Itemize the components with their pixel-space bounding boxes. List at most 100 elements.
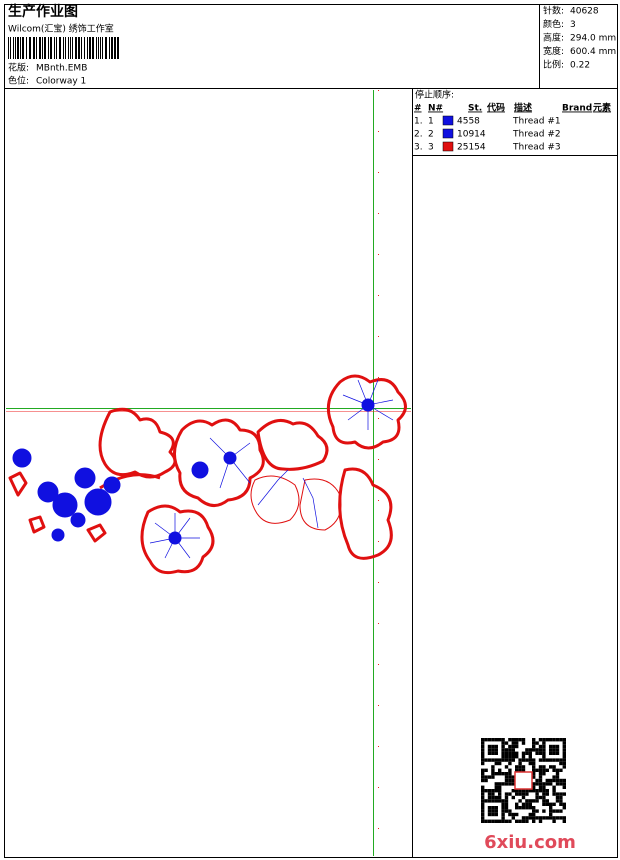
qr-cell [518,758,522,762]
qr-cell [504,799,509,803]
stat-label: 宽度: [543,45,564,57]
stat-value: 294.0 mm [570,34,616,44]
qr-cell [528,755,532,759]
qr-cell [508,758,512,762]
qr-cell [559,799,563,803]
qr-cell [555,751,560,755]
qr-cell [532,812,536,817]
qr-cell [487,812,492,817]
qr-cell [535,748,539,752]
qr-cell [481,799,485,803]
title: 生产作业图 [8,3,78,20]
qr-cell [552,738,556,742]
qr-cell [532,775,536,779]
stat-label: 比例: [543,59,564,71]
qr-cell [535,782,539,786]
qr-cell [545,789,549,793]
qr-cell [511,758,515,762]
qr-cell [542,782,546,786]
qr-cell [487,775,492,779]
qr-cell [555,772,560,776]
qr-cell [498,772,502,776]
qr-cell [501,782,505,786]
bar [68,37,69,59]
qr-cell [508,792,512,796]
qr-cell [552,785,556,789]
qr-cell [484,778,488,783]
qr-cell [481,768,485,772]
qr-cell [559,795,563,800]
bar [50,37,52,59]
qr-cell [494,819,498,823]
qr-cell [491,738,495,742]
qr-cell [504,765,509,769]
qr-cell [552,802,556,806]
qr-cell [521,741,526,745]
qr-cell [549,782,553,786]
qr-cell [484,799,488,803]
qr-cell [559,802,563,806]
qr-cell [487,799,492,803]
qr-cell [515,755,519,759]
qr-cell [549,751,553,755]
qr-cell [532,799,536,803]
qr-cell [515,802,519,806]
qr-cell [494,785,498,789]
qr-cell [508,744,512,749]
column-header: # [414,104,422,114]
qr-cell [481,795,485,800]
qr-cell [511,775,515,779]
qr-cell [484,789,488,793]
qr-cell [532,806,536,810]
bar [42,37,43,59]
row-desc: Thread #3 [512,143,561,153]
bar [22,37,24,59]
qr-cell [562,765,566,769]
qr-cell [494,799,498,803]
qr-cell [501,738,505,742]
qr-cell [542,744,546,749]
qr-cell [484,758,488,762]
qr-cell [535,816,539,820]
qr-cell [555,782,560,786]
qr-cell [538,785,543,789]
qr-cell [542,741,546,745]
qr-cell [501,816,505,820]
qr-cell [562,751,566,755]
qr-cell [481,789,485,793]
qr-cell [559,758,563,762]
qr-cell [538,738,543,742]
row-code: 4558 [457,117,480,127]
qr-cell [487,751,492,755]
qr-cell [515,812,519,817]
qr-cell [511,795,515,800]
row-desc: Thread #2 [512,130,561,140]
qr-cell [562,806,566,810]
qr-cell [562,785,566,789]
qr-cell [491,751,495,755]
qr-cell [549,758,553,762]
qr-cell [487,744,492,749]
qr-cell [487,738,492,742]
qr-cell [521,819,526,823]
bar [36,37,37,59]
qr-cell [542,816,546,820]
qr-cell [515,744,519,749]
bar [65,37,66,59]
qr-cell [498,761,502,766]
qr-cell [518,792,522,796]
qr-cell [498,782,502,786]
bar [100,37,101,59]
qr-cell [528,806,532,810]
qr-cell [481,775,485,779]
qr-cell [538,775,543,779]
qr-cell [538,782,543,786]
qr-cell [484,819,488,823]
bar [72,37,73,59]
qr-cell [508,819,512,823]
stat-label: 高度: [543,32,564,44]
qr-cell [518,738,522,742]
qr-cell [549,778,553,783]
bar [44,37,46,59]
qr-cell [494,789,498,793]
